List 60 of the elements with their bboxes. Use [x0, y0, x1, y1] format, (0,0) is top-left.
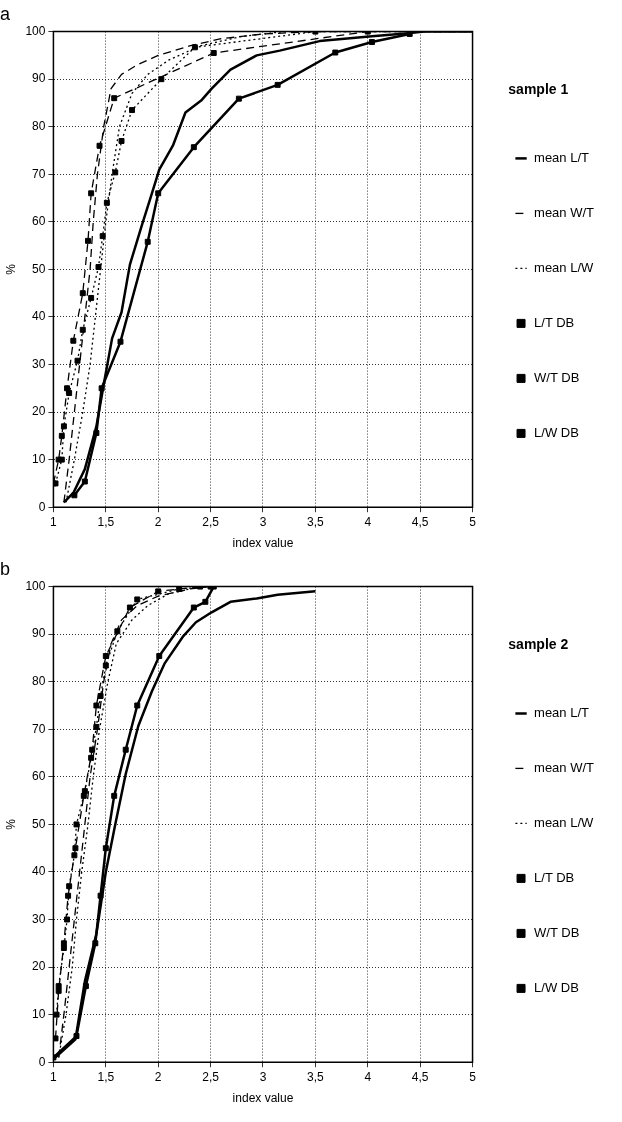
legend-label: mean W/T: [534, 204, 595, 220]
y-tick-label: 70: [32, 721, 46, 736]
x-tick-label: 4,5: [411, 1069, 429, 1084]
x-tick-label: 1: [50, 514, 58, 529]
legend-label: L/W DB: [534, 424, 579, 440]
x-tick-label: 3,5: [307, 514, 325, 529]
x-tick-label: 1,5: [97, 1069, 115, 1084]
y-tick-label: 20: [32, 959, 46, 974]
legend-label: mean L/T: [534, 149, 590, 165]
legend-label: L/T DB: [534, 869, 575, 885]
legend-label: W/T DB: [534, 369, 580, 385]
y-tick-label: 100: [25, 23, 46, 38]
y-tick-label: 80: [32, 119, 46, 134]
y-tick-label: 60: [32, 214, 46, 229]
x-tick-label: 4,5: [411, 514, 429, 529]
x-tick-label: 4: [364, 514, 372, 529]
legend-label: mean L/T: [534, 704, 590, 720]
legend-title: sample 1: [508, 80, 569, 97]
x-tick-label: 3: [259, 1069, 267, 1084]
y-tick-label: 50: [32, 261, 46, 276]
x-tick-label: 2: [154, 514, 162, 529]
y-tick-label: 50: [32, 816, 46, 831]
legend-label: W/T DB: [534, 924, 580, 940]
y-tick-label: 10: [32, 1006, 46, 1021]
y-tick-label: 100: [25, 578, 46, 593]
y-tick-label: 0: [38, 499, 46, 514]
chart-title: a: [0, 3, 11, 24]
y-tick-label: 30: [32, 911, 46, 926]
x-tick-label: 3,5: [307, 1069, 325, 1084]
y-tick-label: 80: [32, 674, 46, 689]
x-tick-label: 3: [259, 514, 267, 529]
legend-label: mean L/W: [534, 814, 595, 830]
x-axis-title: index value: [232, 536, 294, 551]
y-tick-label: 30: [32, 356, 46, 371]
y-tick-label: 90: [32, 71, 46, 86]
legend-title: sample 2: [508, 635, 569, 652]
y-tick-label: 60: [32, 769, 46, 784]
legend-label: mean W/T: [534, 759, 595, 775]
x-tick-label: 5: [469, 1069, 477, 1084]
y-tick-label: 90: [32, 626, 46, 641]
x-tick-label: 5: [469, 514, 477, 529]
y-tick-label: 20: [32, 404, 46, 419]
x-tick-label: 1: [50, 1069, 58, 1084]
y-tick-label: 70: [32, 166, 46, 181]
x-tick-label: 1,5: [97, 514, 115, 529]
x-axis-title: index value: [232, 1091, 294, 1106]
x-tick-label: 2,5: [202, 1069, 220, 1084]
y-tick-label: 10: [32, 451, 46, 466]
legend-label: L/T DB: [534, 314, 575, 330]
y-tick-label: 40: [32, 309, 46, 324]
legend-label: L/W DB: [534, 979, 579, 995]
x-tick-label: 2: [154, 1069, 162, 1084]
y-tick-label: 0: [38, 1054, 46, 1069]
chart-title: b: [0, 558, 11, 579]
y-tick-label: 40: [32, 864, 46, 879]
y-axis-title: %: [3, 818, 18, 830]
x-tick-label: 4: [364, 1069, 372, 1084]
legend-label: mean L/W: [534, 259, 595, 275]
x-tick-label: 2,5: [202, 514, 220, 529]
y-axis-title: %: [3, 263, 18, 275]
